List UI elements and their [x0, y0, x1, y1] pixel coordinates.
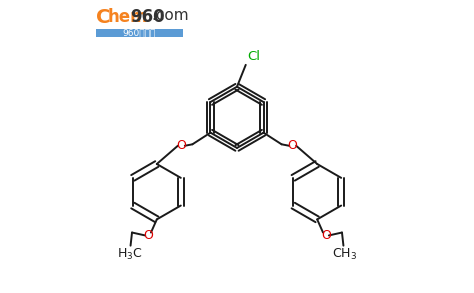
Text: O: O [143, 229, 153, 242]
Text: O: O [288, 139, 298, 152]
Text: .com: .com [151, 8, 189, 23]
Text: Cl: Cl [247, 50, 260, 62]
Text: C: C [96, 8, 110, 27]
Text: O: O [176, 139, 186, 152]
Text: hem: hem [107, 8, 148, 26]
Text: 960化工网: 960化工网 [123, 28, 156, 38]
FancyBboxPatch shape [96, 29, 183, 37]
Text: 960: 960 [130, 8, 165, 26]
Text: O: O [321, 229, 331, 242]
Text: CH$_3$: CH$_3$ [332, 247, 357, 262]
Text: H$_3$C: H$_3$C [117, 247, 143, 262]
